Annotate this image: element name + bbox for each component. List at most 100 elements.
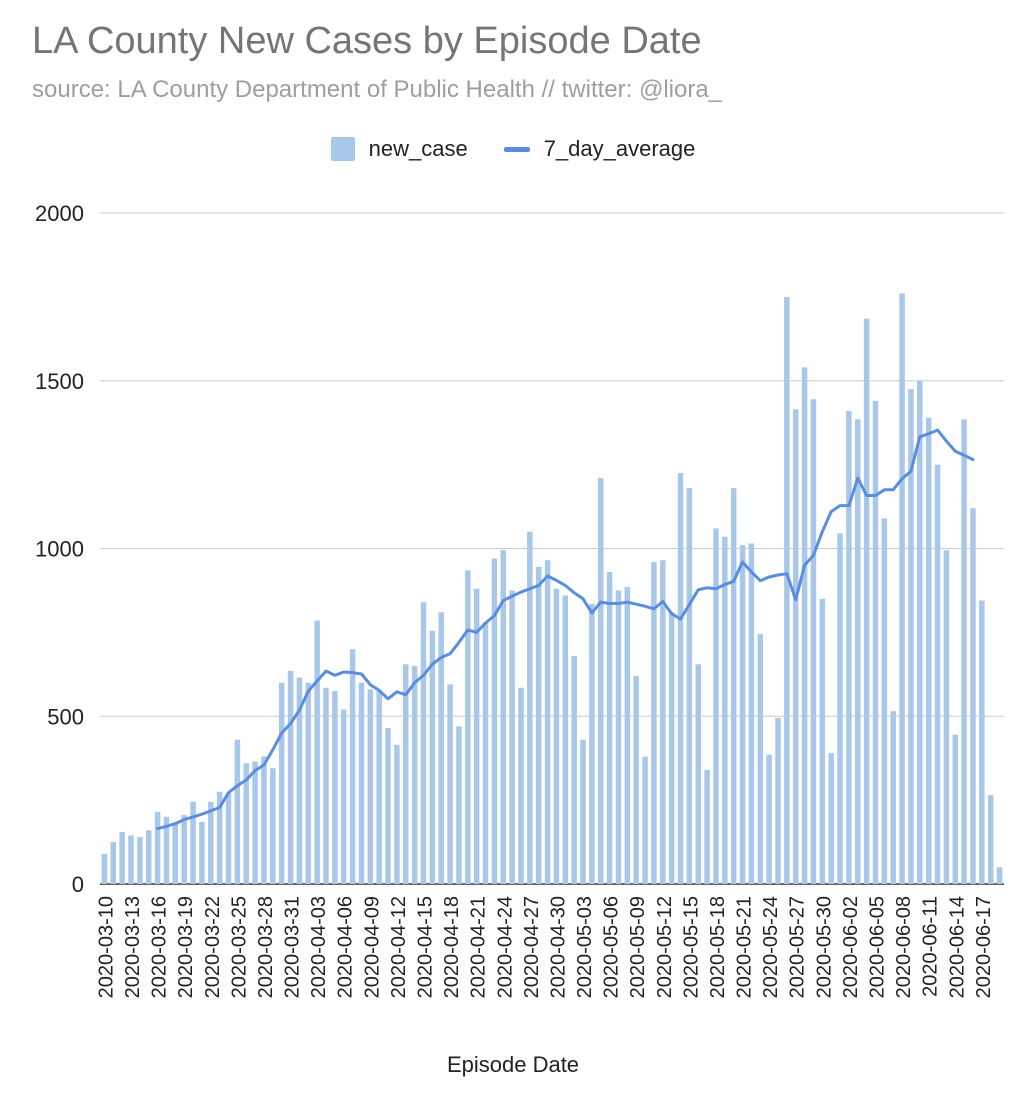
bar [500, 550, 507, 884]
bar [996, 867, 1003, 884]
bar [376, 691, 382, 884]
legend-label-7-day-average: 7_day_average [543, 136, 696, 161]
bar [766, 754, 772, 884]
bar [775, 717, 781, 884]
bar [899, 293, 905, 884]
bar [181, 815, 187, 884]
x-tick-label: 2020-04-18 [441, 896, 463, 998]
bar [358, 682, 365, 884]
legend-label-new-case: new_case [368, 136, 468, 161]
bar [261, 756, 267, 884]
x-tick-label: 2020-05-24 [760, 896, 782, 998]
bar [154, 811, 161, 884]
x-tick-label: 2020-03-19 [175, 896, 197, 998]
bar [872, 400, 879, 884]
bar [340, 709, 347, 884]
x-tick-label: 2020-05-12 [654, 896, 676, 998]
series-line-7-day-average [156, 428, 975, 831]
bar [278, 682, 285, 884]
bar [757, 634, 764, 884]
bar [429, 630, 436, 884]
bar [509, 590, 515, 884]
bar [482, 622, 489, 884]
bar [119, 831, 125, 884]
bar [491, 558, 498, 884]
bar [943, 550, 950, 884]
bar [624, 587, 631, 884]
bar [394, 744, 400, 884]
y-tick-label: 2000 [35, 201, 84, 226]
x-axis-label: Episode Date [446, 1052, 580, 1077]
x-tick-label: 2020-04-06 [335, 896, 357, 998]
bar [225, 793, 232, 884]
bar [668, 612, 675, 884]
bar [305, 682, 312, 884]
bar [349, 649, 356, 884]
bar [420, 602, 427, 884]
x-tick-label: 2020-03-13 [122, 896, 144, 998]
bar [535, 566, 542, 884]
legend: new_case 7_day_average [0, 136, 1026, 162]
x-tick-label: 2020-05-21 [734, 896, 756, 998]
bar [855, 419, 861, 884]
bar [199, 821, 205, 884]
chart-title: LA County New Cases by Episode Date [32, 20, 702, 62]
bar [677, 473, 684, 884]
bar [216, 791, 223, 884]
bar [952, 734, 959, 884]
bar [837, 533, 843, 884]
x-tick-label: 2020-05-30 [813, 896, 835, 998]
x-tick-label: 2020-06-17 [973, 896, 995, 998]
bar [970, 508, 976, 884]
x-tick-label: 2020-04-09 [361, 896, 383, 998]
x-tick-label: 2020-04-03 [308, 896, 330, 998]
bar [713, 528, 719, 884]
x-tick-label: 2020-05-27 [787, 896, 809, 998]
bar [110, 842, 117, 884]
bar [846, 410, 852, 884]
bar [642, 756, 648, 884]
x-tick-label: 2020-04-27 [521, 896, 543, 998]
bar [190, 801, 196, 884]
bar [447, 684, 453, 884]
bar [828, 753, 834, 884]
bar [438, 612, 444, 884]
bar [722, 536, 728, 884]
x-tick-label: 2020-06-14 [946, 896, 968, 998]
x-tick-label: 2020-05-15 [680, 896, 702, 998]
x-tick-label: 2020-03-31 [282, 896, 304, 998]
bar [137, 837, 143, 884]
bar [704, 769, 710, 884]
bar [385, 727, 391, 884]
bar [925, 417, 932, 884]
bar [571, 655, 577, 884]
bar [589, 603, 595, 884]
bar [128, 835, 134, 884]
bar [332, 691, 338, 884]
bar [473, 588, 480, 884]
bar [208, 801, 214, 884]
x-tick-label: 2020-05-03 [574, 896, 596, 998]
bar [553, 588, 560, 884]
bar [163, 816, 170, 884]
bar [145, 830, 152, 884]
x-tick-label: 2020-05-18 [707, 896, 729, 998]
x-tick-label: 2020-05-09 [627, 896, 649, 998]
legend-item-7-day-average[interactable]: 7_day_average [503, 136, 696, 162]
x-tick-label: 2020-04-21 [468, 896, 490, 998]
bar [890, 711, 896, 884]
bar [411, 665, 418, 884]
y-tick-label: 500 [47, 704, 84, 729]
bar [979, 600, 985, 884]
bar [296, 677, 303, 884]
legend-item-new-case[interactable]: new_case [330, 136, 468, 162]
y-tick-label: 0 [72, 872, 84, 897]
x-tick-label: 2020-04-15 [414, 896, 436, 998]
bar [810, 399, 817, 884]
x-tick-label: 2020-03-22 [202, 896, 224, 998]
chart-subtitle: source: LA County Department of Public H… [32, 76, 723, 103]
bar [934, 464, 941, 884]
bar [367, 689, 374, 884]
bar [606, 571, 613, 884]
